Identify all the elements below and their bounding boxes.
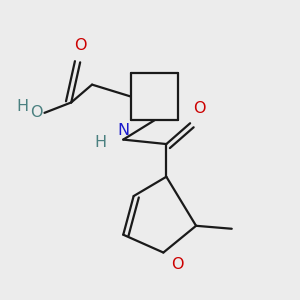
Text: H: H [95,135,107,150]
Text: O: O [74,38,86,53]
Text: O: O [193,101,206,116]
Text: N: N [117,123,129,138]
Text: H: H [16,99,28,114]
Text: O: O [31,105,43,120]
Text: O: O [171,257,183,272]
